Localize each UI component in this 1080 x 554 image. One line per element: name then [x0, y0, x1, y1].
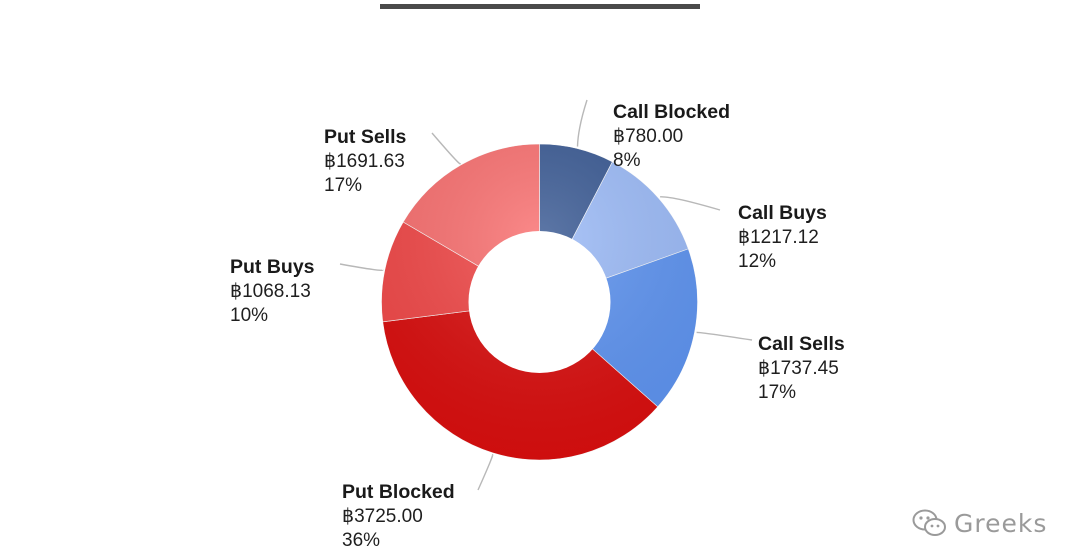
- donut-hole: [468, 231, 611, 373]
- slice-value: ฿1217.12: [738, 226, 819, 248]
- slice-name: Call Buys: [738, 202, 827, 224]
- slice-value: ฿1691.63: [324, 150, 405, 172]
- slice-percent: 8%: [613, 150, 641, 171]
- slice-percent: 17%: [758, 382, 797, 403]
- slice-name: Put Sells: [324, 126, 407, 148]
- label-put-sells: Put Sells ฿1691.63 17%: [324, 125, 406, 199]
- label-call-blocked: Call Blocked ฿780.00 8%: [613, 100, 730, 174]
- leader-line-put-buys: [339, 263, 384, 271]
- slice-percent: 10%: [230, 305, 269, 326]
- slice-name: Call Blocked: [613, 101, 731, 123]
- wechat-icon: [912, 509, 946, 536]
- label-call-buys: Call Buys ฿1217.12 12%: [738, 201, 827, 275]
- slice-value: ฿1068.13: [230, 280, 311, 302]
- chart-title-cropped: [380, 0, 700, 9]
- leader-line-call-blocked: [576, 99, 588, 147]
- slice-value: ฿3725.00: [342, 505, 423, 527]
- slice-percent: 36%: [342, 530, 381, 551]
- leader-line-call-buys: [660, 196, 721, 211]
- leader-line-put-sells: [431, 132, 461, 165]
- label-call-sells: Call Sells ฿1737.45 17%: [758, 332, 845, 406]
- slice-percent: 17%: [324, 175, 363, 196]
- leader-line-put-blocked: [477, 454, 494, 491]
- watermark: Greeks: [912, 508, 1047, 538]
- slice-value: ฿780.00: [613, 125, 684, 147]
- watermark-text: Greeks: [954, 508, 1048, 538]
- slice-name: Call Sells: [758, 333, 845, 355]
- slice-name: Put Buys: [230, 256, 315, 278]
- label-put-blocked: Put Blocked ฿3725.00 36%: [342, 480, 455, 554]
- slice-value: ฿1737.45: [758, 357, 839, 379]
- slice-percent: 12%: [738, 251, 777, 272]
- leader-line-call-sells: [696, 331, 753, 341]
- slice-name: Put Blocked: [342, 481, 455, 503]
- label-put-buys: Put Buys ฿1068.13 10%: [230, 255, 315, 329]
